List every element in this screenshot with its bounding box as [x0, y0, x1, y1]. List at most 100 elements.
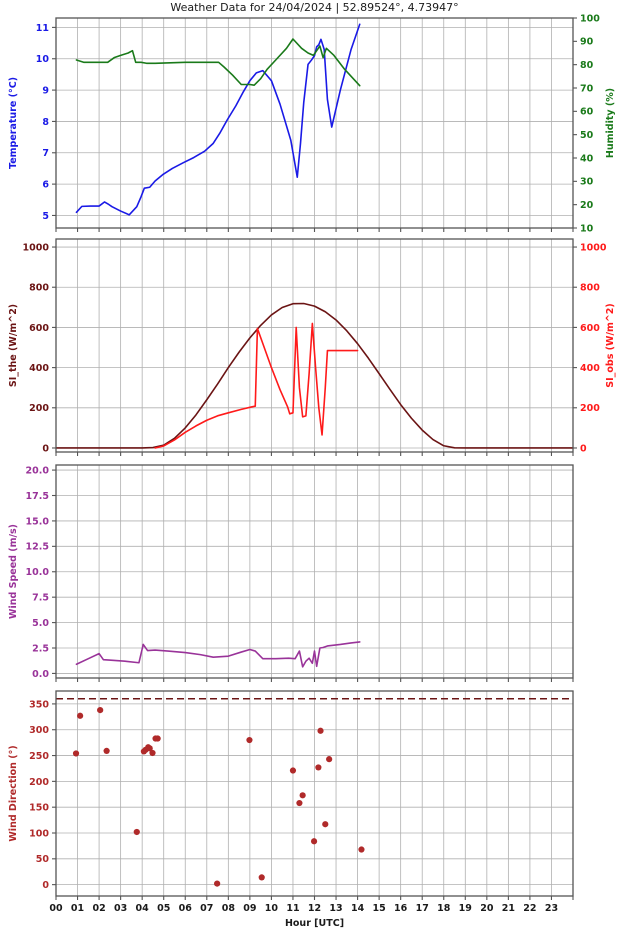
solar-irradiance-panel: 0 200 400 600 800 1000 SI_the (W/m^2) 0 200 400 60…	[0, 235, 629, 461]
scatter-point	[246, 736, 253, 744]
y-tick-label: 200	[29, 777, 49, 788]
y-tick-label-right: 90	[580, 37, 594, 48]
scatter-point	[326, 756, 333, 763]
scatter-point	[289, 767, 297, 774]
scatter-point	[299, 792, 306, 799]
x-tick-label: 05	[157, 903, 170, 914]
x-tick-label: 21	[502, 903, 515, 914]
x-tick-label: 04	[136, 903, 150, 914]
y-tick-label: 12.5	[26, 542, 49, 553]
scatter-point	[103, 747, 110, 754]
right-axis-title: Humidity (%)	[605, 88, 616, 158]
y-tick-label: 11	[36, 23, 49, 34]
y-tick-label: 2.5	[32, 643, 49, 654]
y-tick-label: 0	[42, 443, 49, 454]
left-axis-title: Temperature (°C)	[8, 77, 19, 169]
y-tick-label-right: 100	[580, 13, 600, 24]
y-tick-label-right: 10	[580, 223, 594, 234]
y-tick-label-right: 60	[580, 107, 594, 118]
y-tick-label-right: 1000	[580, 242, 607, 253]
y-tick-label: 5	[42, 211, 49, 222]
left-axis-title: SI_the (W/m^2)	[8, 304, 19, 387]
x-tick-label: 23	[545, 903, 558, 914]
x-tick-label: 15	[373, 903, 386, 914]
x-tick-label: 19	[459, 903, 472, 914]
scatter-point	[296, 799, 303, 807]
x-tick-label: 06	[179, 903, 193, 914]
scatter-point	[317, 727, 324, 734]
x-tick-label: 00	[49, 903, 63, 914]
series-line-2	[154, 322, 359, 449]
wind-direction-panel: 0 50 100 150 200 250 300 350 Wind Direction (°) 0…	[0, 687, 629, 933]
y-tick-label-right: 600	[580, 323, 600, 334]
y-tick-label: 10	[36, 54, 50, 65]
wind-speed-panel: 0.0 2.5 5.0 7.5 10.0 12.5 15.0 17.5 20.0 Wind Spe…	[0, 461, 629, 687]
scatter-point	[77, 712, 84, 719]
figure-title: Weather Data for 24/04/2024 | 52.89524°,…	[170, 1, 458, 14]
y-tick-label-right: 50	[580, 130, 594, 141]
y-tick-label-right: 70	[580, 83, 594, 94]
y-tick-label-right: 80	[580, 60, 594, 71]
x-tick-label: 12	[308, 903, 321, 914]
scatter-point	[258, 874, 265, 881]
series-line-1	[75, 641, 361, 668]
x-tick-label: 08	[222, 903, 236, 914]
y-tick-label-right: 30	[580, 177, 594, 188]
y-tick-label-right: 0	[580, 443, 587, 454]
y-tick-label: 8	[42, 117, 49, 128]
y-tick-label: 400	[29, 363, 49, 374]
x-tick-label: 01	[71, 903, 84, 914]
y-tick-label-right: 20	[580, 200, 594, 211]
scatter-point	[358, 846, 365, 853]
y-tick-label: 0	[42, 880, 49, 891]
y-tick-label: 20.0	[26, 465, 50, 476]
y-tick-label-right: 400	[580, 363, 600, 374]
plot-frame	[55, 17, 574, 229]
scatter-point	[154, 735, 161, 742]
y-tick-label: 6	[42, 180, 49, 191]
scatter-point	[72, 750, 80, 757]
y-tick-label: 10.0	[26, 567, 50, 578]
y-tick-label: 5.0	[32, 618, 49, 629]
scatter-point	[315, 764, 322, 771]
y-tick-label-right: 800	[580, 283, 600, 294]
y-tick-label: 50	[36, 854, 50, 865]
y-tick-label: 7.5	[32, 593, 49, 604]
temperature-humidity-panel: 5 6 7 8 9 10 11 Temperature (°C) 10 20 30 40 50 60 70 8…	[0, 0, 629, 235]
left-axis-title: Wind Speed (m/s)	[8, 524, 19, 619]
scatter-point	[149, 749, 156, 757]
y-tick-label: 800	[29, 283, 49, 294]
x-tick-label: 10	[265, 903, 279, 914]
x-tick-label: 18	[437, 903, 451, 914]
scatter-point	[133, 828, 140, 836]
y-tick-label: 15.0	[26, 516, 50, 527]
scatter-point	[97, 707, 104, 714]
y-tick-label: 600	[29, 323, 49, 334]
x-tick-label: 07	[200, 903, 213, 914]
x-tick-label: 20	[480, 903, 494, 914]
y-tick-label: 9	[42, 85, 49, 96]
scatter-point	[146, 745, 153, 752]
plot-frame	[55, 238, 574, 453]
x-axis-title: Hour [UTC]	[285, 918, 344, 929]
y-tick-label: 300	[29, 725, 49, 736]
series-line-1	[75, 23, 361, 216]
x-tick-label: 09	[243, 903, 256, 914]
scatter-point	[322, 821, 329, 828]
y-tick-label-right: 200	[580, 403, 600, 414]
x-tick-label: 11	[286, 903, 299, 914]
scatter-point	[214, 880, 221, 887]
x-tick-label: 14	[351, 903, 365, 914]
y-tick-label: 100	[29, 828, 49, 839]
y-tick-label-right: 40	[580, 153, 594, 164]
y-tick-label: 200	[29, 403, 49, 414]
x-tick-label: 03	[114, 903, 127, 914]
y-tick-label: 0.0	[32, 669, 49, 680]
x-tick-label: 17	[416, 903, 429, 914]
x-tick-label: 16	[394, 903, 408, 914]
y-tick-label: 150	[29, 803, 49, 814]
series-line-2	[75, 38, 361, 87]
plot-frame	[55, 690, 574, 897]
y-tick-label: 17.5	[26, 491, 49, 502]
